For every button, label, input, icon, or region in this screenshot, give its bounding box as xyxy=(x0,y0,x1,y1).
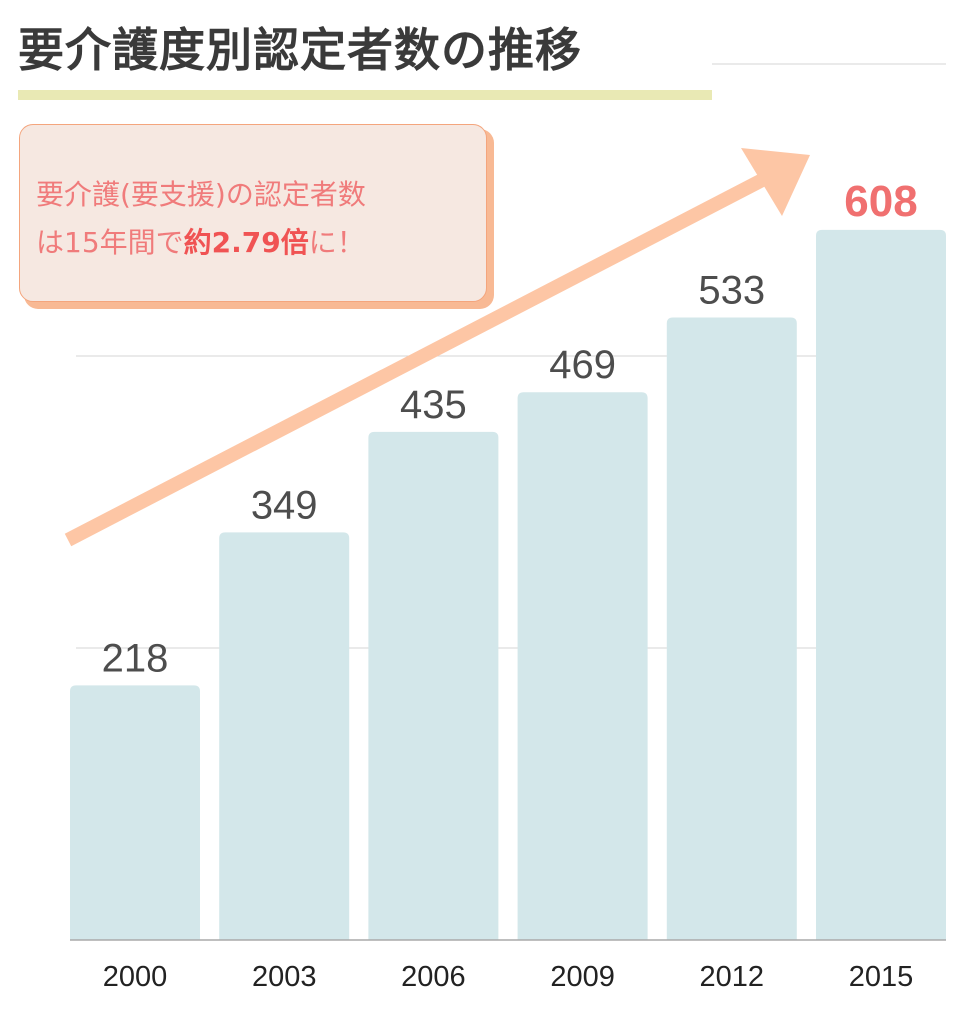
annotation-bold: 約2.79倍 xyxy=(183,226,309,259)
data-label: 218 xyxy=(102,636,169,680)
annotation-pre: は15年間で xyxy=(36,226,184,259)
annotation-callout: 要介護(要支援)の認定者数 は15年間で約2.79倍に！ xyxy=(19,124,487,302)
data-label: 435 xyxy=(400,383,467,427)
x-tick-label: 2000 xyxy=(103,961,168,993)
chart-title: 要介護度別認定者数の推移 xyxy=(18,23,582,77)
bar xyxy=(816,229,946,940)
x-tick-label: 2006 xyxy=(401,961,466,993)
x-tick-label: 2012 xyxy=(700,961,765,993)
bar xyxy=(666,317,797,940)
data-label: 533 xyxy=(698,268,765,312)
x-tick-label: 2009 xyxy=(550,961,615,993)
data-label: 469 xyxy=(549,343,616,387)
data-label: 349 xyxy=(251,483,318,527)
x-tick-label: 2003 xyxy=(252,961,317,993)
annotation-line2: は15年間で約2.79倍に！ xyxy=(36,221,365,261)
bar xyxy=(368,431,499,940)
bar xyxy=(70,685,200,940)
annotation-line1: 要介護(要支援)の認定者数 xyxy=(36,178,366,211)
annotation-post: に！ xyxy=(308,226,365,259)
data-label: 608 xyxy=(844,177,917,226)
trend-arrow-head xyxy=(741,148,810,216)
title-underline xyxy=(18,90,712,100)
bar xyxy=(219,532,350,940)
x-tick-label: 2015 xyxy=(849,961,914,993)
bar xyxy=(517,392,648,940)
trend-arrow-shaft xyxy=(64,169,774,547)
